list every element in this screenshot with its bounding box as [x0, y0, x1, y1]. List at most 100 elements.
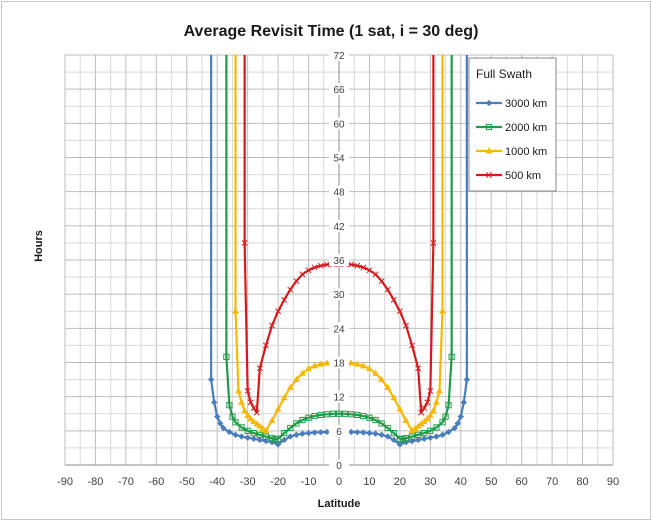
data-point	[226, 428, 233, 436]
data-point	[402, 416, 410, 423]
data-point	[250, 418, 258, 425]
y-tick-label: 6	[336, 427, 342, 438]
data-point	[445, 402, 452, 409]
data-point	[359, 362, 367, 369]
legend-items: 3000 km 2000 km 1000 km 500 km	[476, 98, 547, 182]
data-point	[348, 428, 355, 436]
y-tick-bg	[329, 459, 349, 471]
y-tick-bg	[329, 117, 349, 130]
data-point	[299, 369, 306, 376]
x-tick-label: -60	[148, 476, 164, 488]
data-point	[378, 375, 386, 382]
series-line	[225, 55, 453, 441]
data-point	[414, 436, 422, 444]
data-point	[429, 407, 437, 414]
data-point	[280, 394, 288, 401]
data-point	[214, 413, 221, 420]
legend-box	[468, 57, 557, 192]
data-point	[463, 376, 471, 383]
data-point	[366, 429, 373, 437]
data-point	[421, 405, 428, 412]
x-tick-label: -30	[240, 476, 256, 488]
data-point	[360, 412, 367, 420]
data-point	[421, 430, 428, 437]
x-tick-label: -50	[179, 476, 195, 488]
data-point	[262, 433, 270, 440]
data-point	[220, 424, 227, 432]
data-point	[281, 430, 288, 437]
x-tick-label: 20	[394, 476, 406, 488]
data-point	[445, 428, 452, 436]
data-point	[390, 296, 397, 303]
data-point	[299, 430, 306, 437]
x-tick-labels: -90 -80 -70 -60 -50 -40 -30 -20 -10 0 10 20 30 40 50 60…	[57, 476, 619, 488]
legend-item: 500 km	[476, 170, 541, 182]
data-point	[433, 433, 440, 440]
data-point	[256, 436, 264, 444]
data-point	[256, 422, 264, 429]
data-point	[360, 264, 367, 271]
data-point	[423, 415, 431, 422]
x-axis-title: Latitude	[318, 498, 361, 510]
data-point	[253, 409, 260, 416]
data-point	[421, 435, 428, 442]
data-point	[329, 410, 337, 417]
data-point	[244, 388, 251, 394]
y-tick-bg	[329, 185, 349, 198]
data-point	[287, 433, 294, 440]
data-point	[226, 402, 233, 409]
x-tick-label: 50	[485, 476, 497, 488]
data-point	[305, 365, 312, 372]
data-point	[396, 441, 404, 448]
data-point	[426, 411, 434, 418]
legend-item: 1000 km	[476, 146, 547, 158]
data-point	[390, 394, 398, 401]
data-point	[433, 424, 440, 431]
data-point	[244, 411, 252, 418]
data-point	[378, 278, 385, 285]
data-point	[354, 429, 361, 436]
y-tick-label: 60	[333, 119, 345, 130]
data-point	[317, 262, 324, 269]
data-point	[430, 239, 437, 246]
x-tick-label: -90	[57, 476, 73, 488]
data-point	[232, 419, 239, 426]
y-tick-bg	[329, 356, 349, 369]
data-point	[323, 359, 331, 366]
y-tick-label: 30	[333, 290, 345, 301]
data-point	[250, 405, 257, 412]
data-point	[311, 264, 318, 271]
data-point	[293, 420, 300, 427]
data-point	[354, 411, 361, 418]
data-point	[232, 431, 239, 438]
y-tick-label: 12	[333, 393, 345, 404]
x-tick-label: 0	[336, 476, 342, 488]
data-point	[235, 387, 242, 394]
y-tick-label: 0	[336, 461, 342, 472]
data-point	[259, 424, 267, 431]
chart-title: Average Revisit Time (1 sat, i = 30 deg)	[184, 23, 479, 40]
data-point	[274, 441, 282, 448]
y-tick-labels: 0 6 12 18 24 30 36 42 48 54 60 66 72	[329, 49, 349, 472]
data-point	[275, 308, 282, 315]
y-tick-label: 54	[333, 154, 345, 165]
data-point	[424, 399, 431, 406]
data-point	[286, 383, 294, 390]
data-point	[436, 387, 443, 394]
data-point	[366, 414, 373, 421]
data-point	[262, 437, 270, 445]
data-point	[384, 433, 391, 440]
y-tick-label: 24	[333, 324, 345, 335]
x-tick-label: -20	[270, 476, 286, 488]
data-point	[460, 399, 467, 406]
data-point	[408, 433, 416, 440]
data-point	[247, 415, 255, 422]
legend-item: 2000 km	[476, 122, 547, 134]
y-tick-bg	[329, 424, 349, 437]
data-point	[281, 296, 288, 303]
data-point	[335, 410, 343, 417]
data-point	[238, 398, 245, 405]
data-point	[244, 427, 251, 434]
